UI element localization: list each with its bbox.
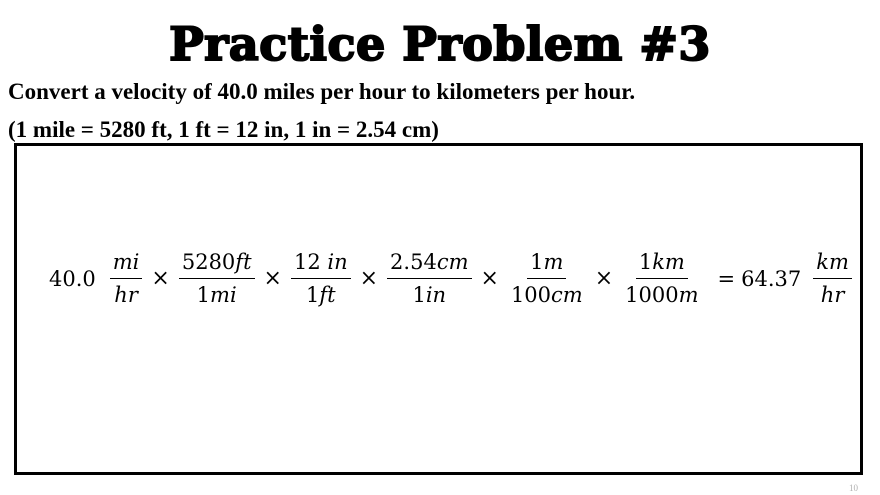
fraction-numerator: 1km — [635, 250, 688, 279]
times-symbol: × — [359, 266, 379, 291]
problem-prompt: Convert a velocity of 40.0 miles per hou… — [8, 79, 636, 104]
fraction-denominator: 100cm — [510, 283, 583, 307]
start-units-fraction: mi hr — [109, 250, 143, 307]
slide-title: Practice Problem #3 — [168, 16, 711, 72]
fraction-numerator: 12 in — [290, 250, 351, 279]
dimensional-analysis-equation: 40.0 mi hr × 5280ft 1mi × 12 in 1ft × 2.… — [49, 250, 856, 307]
solution-box: 40.0 mi hr × 5280ft 1mi × 12 in 1ft × 2.… — [14, 143, 863, 475]
fraction-denominator: 1000m — [625, 283, 699, 307]
times-symbol: × — [263, 266, 282, 291]
fraction-numerator: 2.54cm — [387, 250, 472, 279]
conversion-factor-1: 5280ft 1mi — [178, 250, 255, 307]
fraction-numerator: mi — [109, 250, 143, 279]
fraction-denominator: 1mi — [196, 283, 237, 307]
fraction-denominator: hr — [114, 283, 138, 307]
start-value: 40.0 — [49, 266, 96, 291]
fraction-denominator: 1ft — [305, 283, 336, 307]
times-symbol: × — [480, 266, 499, 291]
result-value: 64.37 — [741, 266, 802, 291]
fraction-numerator: 1m — [527, 250, 567, 279]
slide-number: 10 — [849, 483, 858, 493]
conversion-factor-3: 2.54cm 1in — [387, 250, 472, 307]
fraction-denominator: 1in — [412, 283, 447, 307]
conversion-factors-note: (1 mile = 5280 ft, 1 ft = 12 in, 1 in = … — [8, 117, 439, 142]
conversion-factor-2: 12 in 1ft — [290, 250, 351, 307]
result-units-fraction: km hr — [813, 250, 852, 307]
times-symbol: × — [151, 266, 170, 291]
times-symbol: × — [594, 266, 614, 291]
fraction-numerator: km — [813, 250, 852, 279]
equals-symbol: = — [717, 266, 736, 291]
fraction-numerator: 5280ft — [178, 250, 255, 279]
fraction-denominator: hr — [820, 283, 845, 307]
conversion-factor-5: 1km 1000m — [622, 250, 701, 307]
conversion-factor-4: 1m 100cm — [508, 250, 586, 307]
